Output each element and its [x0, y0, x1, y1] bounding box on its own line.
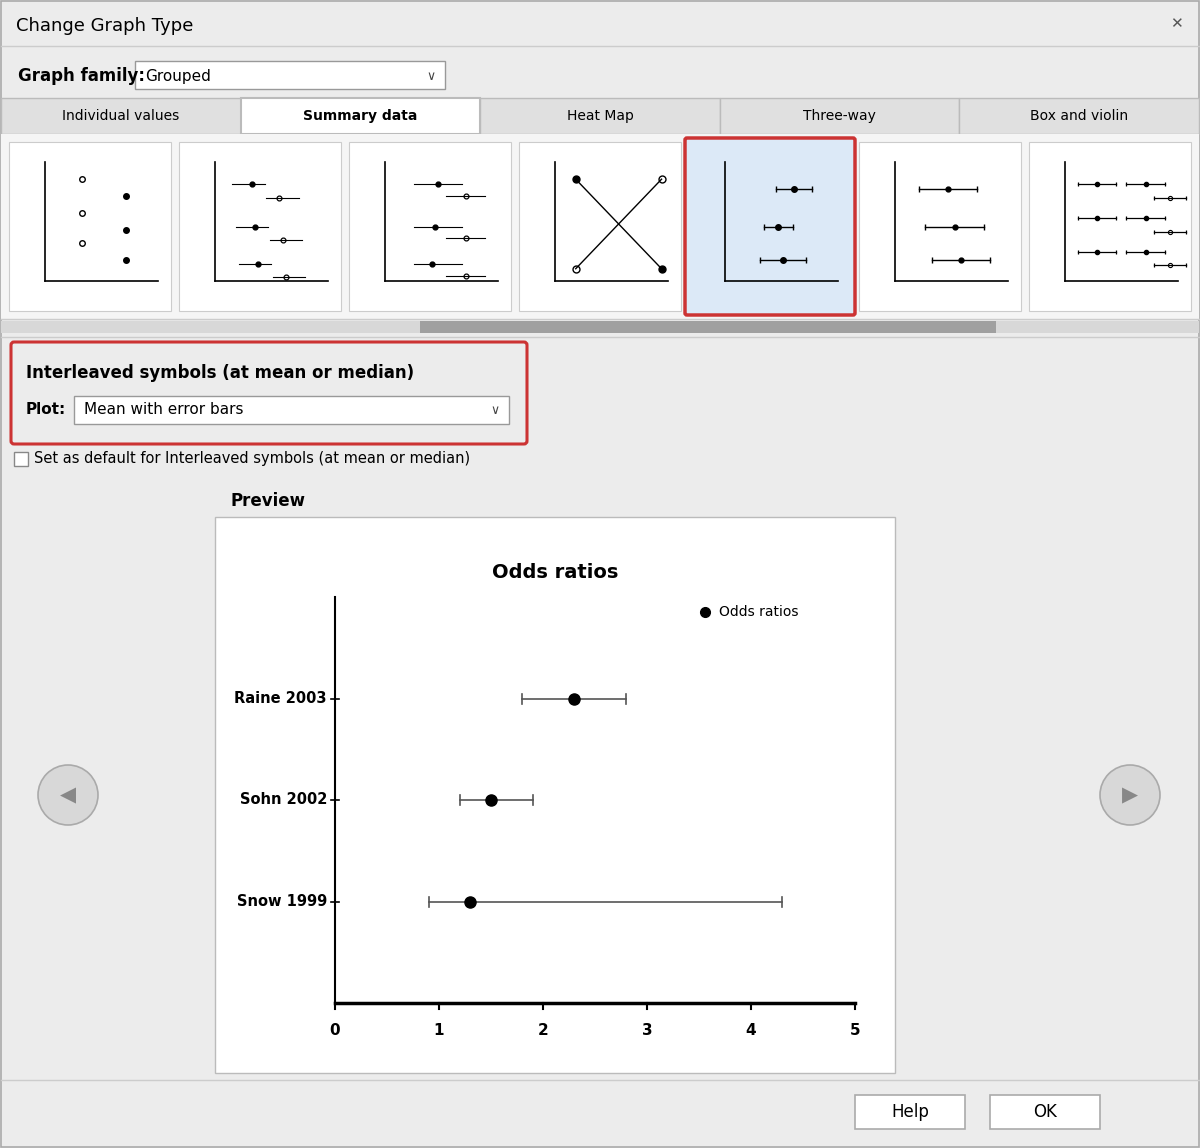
Text: Three-way: Three-way	[803, 109, 876, 123]
Bar	[74, 396, 509, 424]
Circle shape	[1100, 765, 1160, 825]
Text: ∨: ∨	[491, 404, 499, 418]
Text: Heat Map: Heat Map	[566, 109, 634, 123]
Text: 3: 3	[642, 1023, 653, 1038]
Bar	[14, 452, 28, 466]
Text: Graph family:: Graph family:	[18, 67, 145, 85]
Bar	[215, 517, 895, 1073]
Text: Sohn 2002: Sohn 2002	[240, 792, 326, 807]
Bar	[520, 142, 682, 311]
Bar	[859, 142, 1021, 311]
Bar	[854, 1095, 965, 1128]
Bar	[960, 98, 1199, 134]
Bar	[134, 61, 445, 90]
Bar	[1, 134, 1199, 319]
Text: OK: OK	[1033, 1103, 1057, 1120]
Text: Summary data: Summary data	[304, 109, 418, 123]
Text: Interleaved symbols (at mean or median): Interleaved symbols (at mean or median)	[26, 364, 414, 382]
Bar	[720, 98, 960, 134]
Bar	[480, 98, 720, 134]
Bar	[420, 321, 996, 333]
Bar	[179, 142, 341, 311]
Text: Grouped: Grouped	[145, 69, 211, 84]
Text: 5: 5	[850, 1023, 860, 1038]
Text: Mean with error bars: Mean with error bars	[84, 403, 244, 418]
Text: 4: 4	[745, 1023, 756, 1038]
Text: Plot:: Plot:	[26, 403, 66, 418]
Bar	[1, 98, 240, 134]
Text: Odds ratios: Odds ratios	[492, 563, 618, 582]
Text: Raine 2003: Raine 2003	[234, 691, 326, 706]
Text: Individual values: Individual values	[62, 109, 180, 123]
Text: Help: Help	[892, 1103, 929, 1120]
Text: ∨: ∨	[426, 70, 436, 84]
Text: Box and violin: Box and violin	[1030, 109, 1128, 123]
Bar	[1, 321, 1199, 333]
Text: Change Graph Type: Change Graph Type	[16, 17, 193, 34]
Text: 1: 1	[433, 1023, 444, 1038]
Text: Odds ratios: Odds ratios	[719, 605, 798, 619]
Text: Set as default for Interleaved symbols (at mean or median): Set as default for Interleaved symbols (…	[34, 451, 470, 466]
Text: ◀: ◀	[60, 785, 76, 805]
Text: ▶: ▶	[1122, 785, 1138, 805]
Bar	[349, 142, 511, 311]
FancyBboxPatch shape	[11, 342, 527, 444]
Bar	[990, 1095, 1100, 1128]
Bar	[10, 142, 172, 311]
Text: ✕: ✕	[1170, 16, 1182, 31]
Bar	[240, 98, 480, 134]
Text: 2: 2	[538, 1023, 548, 1038]
FancyBboxPatch shape	[685, 138, 854, 315]
Text: Snow 1999: Snow 1999	[236, 894, 326, 909]
Text: 0: 0	[330, 1023, 341, 1038]
Text: Preview: Preview	[230, 492, 305, 510]
Bar	[1030, 142, 1190, 311]
Circle shape	[38, 765, 98, 825]
